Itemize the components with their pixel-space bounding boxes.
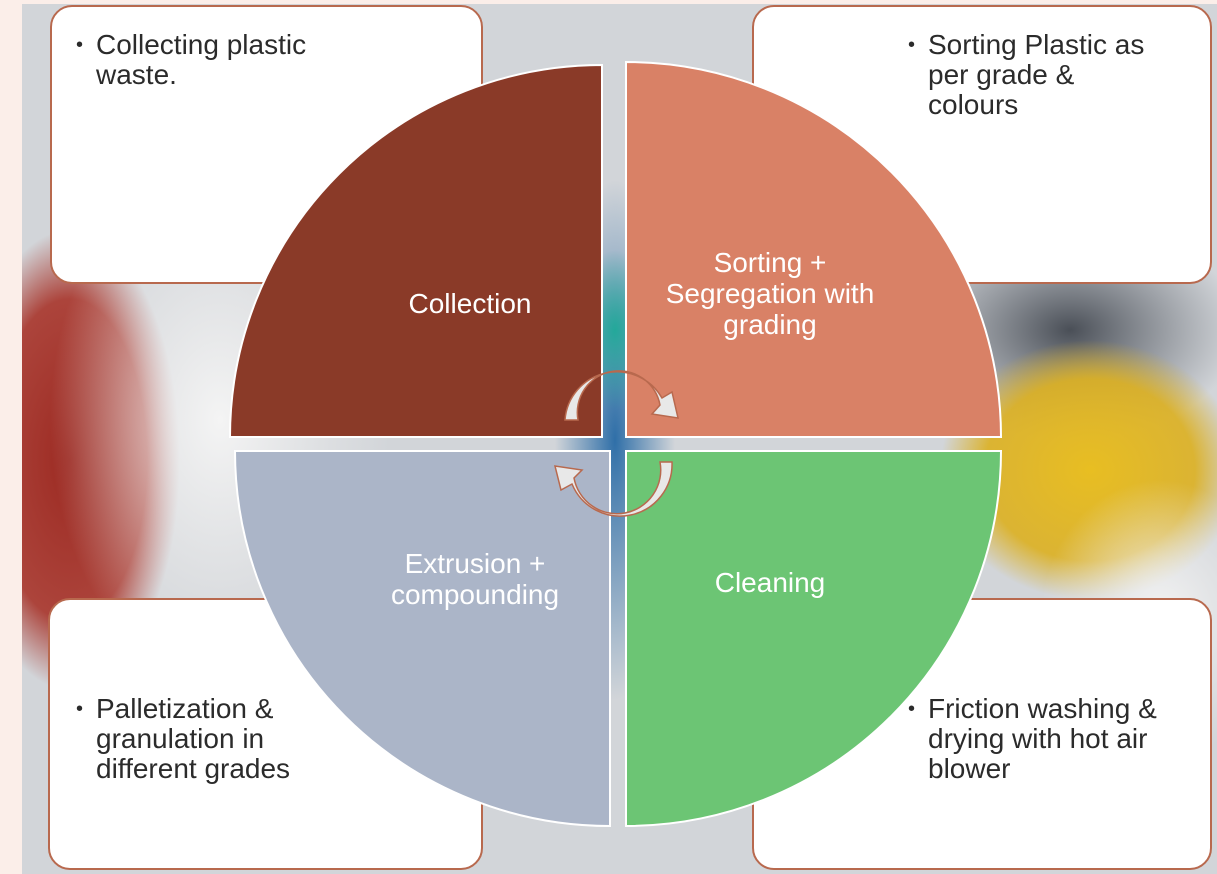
quadrant: [230, 65, 602, 437]
note-text: Friction washing & drying with hot air b…: [904, 694, 1178, 784]
note-text: Collecting plastic waste.: [72, 30, 316, 90]
note-text: Palletization & granulation in different…: [72, 694, 326, 784]
quadrant-label: Cleaning: [660, 567, 880, 598]
note-text: Sorting Plastic as per grade & colours: [904, 30, 1163, 120]
quadrant-label: Sorting + Segregation with grading: [660, 247, 880, 340]
slide: {"quadrants": [ {"label": "Collection", …: [0, 0, 1217, 874]
quadrant-label: Extrusion + compounding: [370, 548, 580, 610]
quadrant-label: Collection: [360, 288, 580, 319]
